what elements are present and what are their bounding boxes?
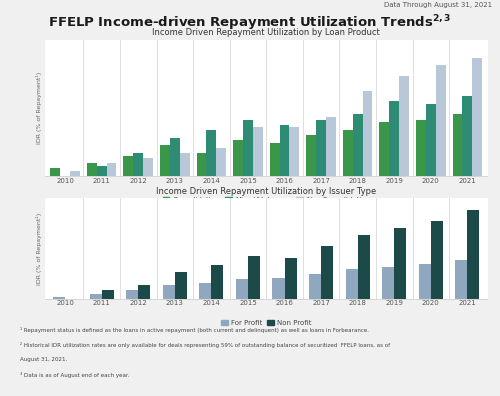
Bar	[143, 158, 153, 176]
Bar	[70, 171, 80, 176]
Bar	[243, 120, 253, 176]
Bar	[456, 260, 468, 299]
Text: Data Through August 31, 2021: Data Through August 31, 2021	[384, 2, 492, 8]
Bar	[160, 145, 170, 176]
Bar	[358, 235, 370, 299]
Bar	[206, 130, 216, 176]
Bar	[316, 120, 326, 176]
Bar	[290, 127, 300, 176]
Bar	[394, 228, 406, 299]
Bar	[200, 283, 211, 299]
Bar	[309, 274, 321, 299]
Text: August 31, 2021.: August 31, 2021.	[20, 357, 67, 362]
Bar	[196, 153, 206, 176]
Text: ¹ Repayment status is defined as the loans in active repayment (both current and: ¹ Repayment status is defined as the loa…	[20, 327, 369, 333]
Bar	[90, 294, 102, 299]
Bar	[126, 290, 138, 299]
Title: Income Driven Repayment Utilization by Issuer Type: Income Driven Repayment Utilization by I…	[156, 187, 376, 196]
Bar	[272, 278, 284, 299]
Bar	[431, 221, 443, 299]
Text: ³ Data is as of August end of each year.: ³ Data is as of August end of each year.	[20, 372, 130, 378]
Bar	[426, 104, 436, 176]
Bar	[102, 290, 114, 299]
Bar	[436, 65, 446, 176]
Bar	[212, 265, 224, 299]
Bar	[284, 258, 296, 299]
Y-axis label: IDR (% of Repayment¹): IDR (% of Repayment¹)	[36, 72, 42, 144]
Bar	[468, 210, 479, 299]
Bar	[236, 280, 248, 299]
Bar	[53, 297, 65, 299]
Y-axis label: IDR (% of Repayment¹): IDR (% of Repayment¹)	[36, 212, 42, 285]
Bar	[106, 163, 117, 176]
Title: Income Driven Repayment Utilization by Loan Product: Income Driven Repayment Utilization by L…	[152, 29, 380, 38]
Bar	[138, 285, 150, 299]
Bar	[163, 285, 175, 299]
Bar	[134, 153, 143, 176]
Bar	[124, 156, 134, 176]
Bar	[233, 140, 243, 176]
Bar	[175, 272, 187, 299]
Bar	[418, 264, 431, 299]
Text: ² Historical IDR utilization rates are only available for deals representing 59%: ² Historical IDR utilization rates are o…	[20, 342, 390, 348]
Bar	[390, 101, 399, 176]
Legend: Consolidation, Mixed/Unknown, Non-Consolidation: Consolidation, Mixed/Unknown, Non-Consol…	[162, 197, 370, 203]
Bar	[180, 153, 190, 176]
Bar	[382, 267, 394, 299]
Bar	[306, 135, 316, 176]
Text: FFELP Income-driven Repayment Utilization Trends$^{\mathregular{2,3}}$: FFELP Income-driven Repayment Utilizatio…	[48, 14, 452, 33]
Bar	[248, 257, 260, 299]
Bar	[352, 114, 362, 176]
Bar	[216, 148, 226, 176]
Bar	[321, 246, 333, 299]
Bar	[416, 120, 426, 176]
Bar	[170, 137, 180, 176]
Bar	[253, 127, 263, 176]
Bar	[270, 143, 280, 176]
Bar	[452, 114, 462, 176]
Bar	[326, 117, 336, 176]
Bar	[462, 96, 472, 176]
Bar	[362, 91, 372, 176]
Bar	[399, 76, 409, 176]
Bar	[472, 58, 482, 176]
Bar	[50, 168, 60, 176]
Legend: For Profit, Non Profit: For Profit, Non Profit	[221, 320, 312, 326]
Bar	[96, 166, 106, 176]
Bar	[346, 269, 358, 299]
Bar	[280, 125, 289, 176]
Bar	[380, 122, 390, 176]
Bar	[87, 163, 97, 176]
Bar	[343, 130, 352, 176]
